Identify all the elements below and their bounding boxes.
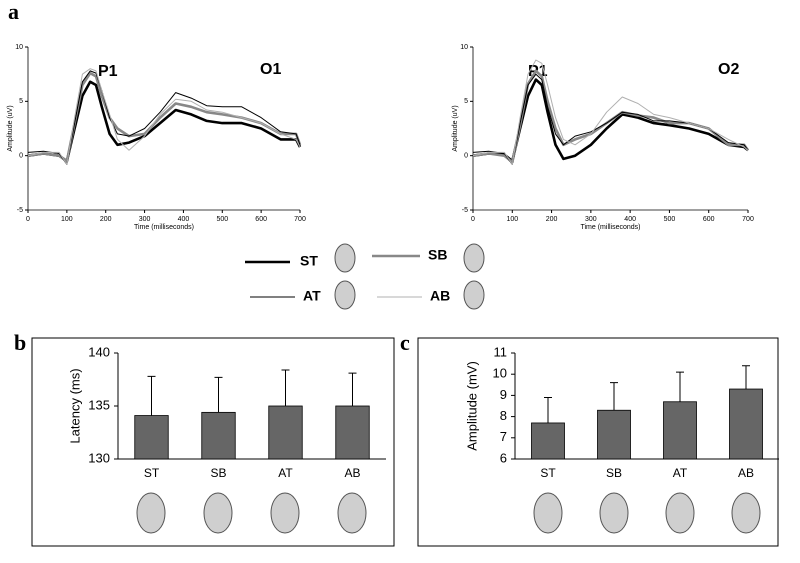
bar [201, 411, 236, 460]
y-tick-label: 8 [500, 408, 507, 423]
x-tick-label: 500 [664, 216, 676, 223]
x-tick-label: 600 [703, 216, 715, 223]
line [472, 59, 749, 165]
y-tick-label: 11 [494, 344, 508, 359]
error-bar [214, 376, 223, 413]
y-tick-label: -5 [462, 207, 468, 214]
panel-frame [31, 337, 395, 547]
face-icon [665, 492, 695, 534]
face-icon [599, 492, 629, 534]
legend: ST SB AT AB [245, 243, 485, 310]
x-tick-label: 300 [585, 216, 597, 223]
chart-label: O1 [260, 61, 281, 78]
bar [597, 409, 631, 460]
line [472, 69, 750, 164]
x-tick-label: ST [144, 466, 160, 480]
bar [531, 422, 565, 460]
y-tick-label: 0 [19, 153, 23, 160]
y-tick-label: 10 [460, 44, 468, 51]
y-tick-label: 135 [88, 397, 110, 412]
x-tick-label: 400 [624, 216, 636, 223]
x-tick-label: 400 [178, 216, 190, 223]
y-tick-label: 7 [500, 429, 507, 444]
y-tick-label: 6 [500, 450, 507, 465]
legend-label: ST [300, 253, 318, 269]
y-tick-label: 130 [88, 450, 110, 465]
face-icons [136, 492, 761, 534]
y-axis-label: Amplitude (uV) [452, 105, 459, 151]
y-tick-label: 10 [15, 44, 23, 51]
x-axis-label: Time (milliseconds) [580, 224, 640, 231]
y-tick-label: 10 [493, 366, 507, 381]
x-tick-label: AT [278, 466, 293, 480]
legend-label: SB [428, 247, 447, 263]
error-bar [281, 369, 290, 406]
y-tick-label: 5 [464, 98, 468, 105]
error-bar [348, 372, 357, 406]
x-tick-label: 300 [139, 216, 151, 223]
error-bar [147, 375, 156, 416]
error-bar [544, 397, 552, 423]
y-tick-label: 0 [464, 153, 468, 160]
x-tick-label: ST [540, 466, 556, 480]
bar [729, 388, 763, 460]
x-tick-label: 200 [100, 216, 112, 223]
y-tick-label: -5 [17, 207, 23, 214]
panel-letter: c [400, 330, 410, 355]
x-tick-label: 0 [471, 216, 475, 223]
face-icon [533, 492, 563, 534]
face-icon [463, 280, 485, 310]
x-tick-label: 700 [742, 216, 754, 223]
error-bar [742, 365, 750, 390]
face-icon [463, 243, 485, 273]
bar [335, 405, 370, 460]
bar [268, 405, 303, 460]
x-tick-label: AT [673, 466, 688, 480]
x-tick-label: SB [606, 466, 622, 480]
legend-label: AB [430, 288, 450, 304]
panel-letter: b [14, 330, 26, 355]
y-tick-label: 140 [88, 344, 110, 359]
annotation: P1 [98, 63, 118, 80]
y-axis-label: Latency (ms) [67, 368, 82, 443]
y-tick-label: 9 [500, 387, 507, 402]
face-icon [136, 492, 166, 534]
bar [663, 401, 697, 460]
y-tick-label: 5 [19, 98, 23, 105]
face-icon [731, 492, 761, 534]
error-bar [610, 382, 618, 411]
panel-letter: a [8, 0, 19, 24]
face-icon [334, 243, 356, 273]
face-icon [334, 280, 356, 310]
x-tick-label: SB [210, 466, 226, 480]
y-axis-label: Amplitude (mV) [464, 361, 479, 451]
x-tick-label: 700 [294, 216, 306, 223]
line [27, 70, 301, 165]
bar [134, 415, 169, 460]
x-tick-label: AB [344, 466, 360, 480]
face-icon [270, 492, 300, 534]
face-icon [337, 492, 367, 534]
x-tick-label: 200 [546, 216, 558, 223]
x-tick-label: 100 [506, 216, 518, 223]
legend-label: AT [303, 288, 321, 304]
x-tick-label: 100 [61, 216, 73, 223]
panel-frame [417, 337, 779, 547]
y-axis-label: Amplitude (uV) [7, 105, 14, 151]
error-bar [676, 371, 684, 402]
line [27, 68, 301, 165]
x-tick-label: 500 [216, 216, 228, 223]
x-tick-label: 600 [255, 216, 267, 223]
chart-label: O2 [718, 61, 739, 78]
x-tick-label: AB [738, 466, 754, 480]
face-icon [203, 492, 233, 534]
x-tick-label: 0 [26, 216, 30, 223]
x-axis-label: Time (milliseconds) [134, 224, 194, 231]
